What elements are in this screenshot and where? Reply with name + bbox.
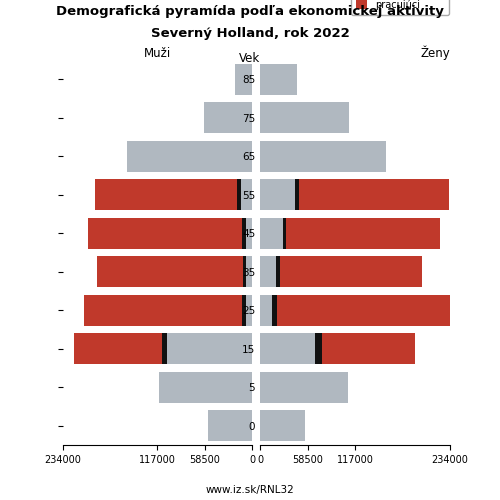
Bar — [242, 295, 246, 326]
Bar — [322, 334, 415, 364]
Bar — [260, 334, 315, 364]
Bar — [260, 141, 386, 172]
Bar — [260, 295, 272, 326]
Text: www.iz.sk/RNL32: www.iz.sk/RNL32 — [206, 485, 294, 495]
Bar — [260, 410, 304, 441]
Bar — [95, 180, 237, 210]
Text: Vek: Vek — [240, 52, 260, 66]
Bar — [299, 180, 449, 210]
Bar — [283, 218, 286, 248]
Bar — [260, 64, 296, 94]
Bar — [276, 256, 280, 287]
Bar — [234, 64, 252, 94]
Bar — [260, 372, 348, 402]
Bar — [246, 218, 252, 248]
Bar — [260, 218, 283, 248]
Bar — [315, 334, 322, 364]
Bar — [246, 256, 252, 287]
Bar — [260, 102, 350, 133]
Bar — [295, 180, 299, 210]
Bar — [204, 102, 252, 133]
Bar — [242, 256, 246, 287]
Bar — [277, 295, 454, 326]
Title: Muži: Muži — [144, 47, 171, 60]
Bar — [84, 295, 242, 326]
Legend: neaktívni, nezamestnaní, pracujúci: neaktívni, nezamestnaní, pracujúci — [351, 0, 449, 14]
Bar — [260, 256, 276, 287]
Bar — [246, 295, 252, 326]
Bar — [260, 180, 295, 210]
Text: Demografická pyramída podľa ekonomickej aktivity: Demografická pyramída podľa ekonomickej … — [56, 5, 444, 18]
Bar — [272, 295, 277, 326]
Bar — [88, 218, 242, 248]
Bar — [96, 256, 242, 287]
Bar — [126, 141, 252, 172]
Bar — [167, 334, 252, 364]
Bar — [280, 256, 422, 287]
Bar — [159, 372, 252, 402]
Bar — [286, 218, 440, 248]
Bar — [241, 180, 252, 210]
Bar — [237, 180, 241, 210]
Bar — [208, 410, 252, 441]
Text: Ženy: Ženy — [420, 46, 450, 60]
Bar — [242, 218, 246, 248]
Bar — [162, 334, 167, 364]
Text: Severný Holland, rok 2022: Severný Holland, rok 2022 — [150, 28, 350, 40]
Bar — [74, 334, 162, 364]
